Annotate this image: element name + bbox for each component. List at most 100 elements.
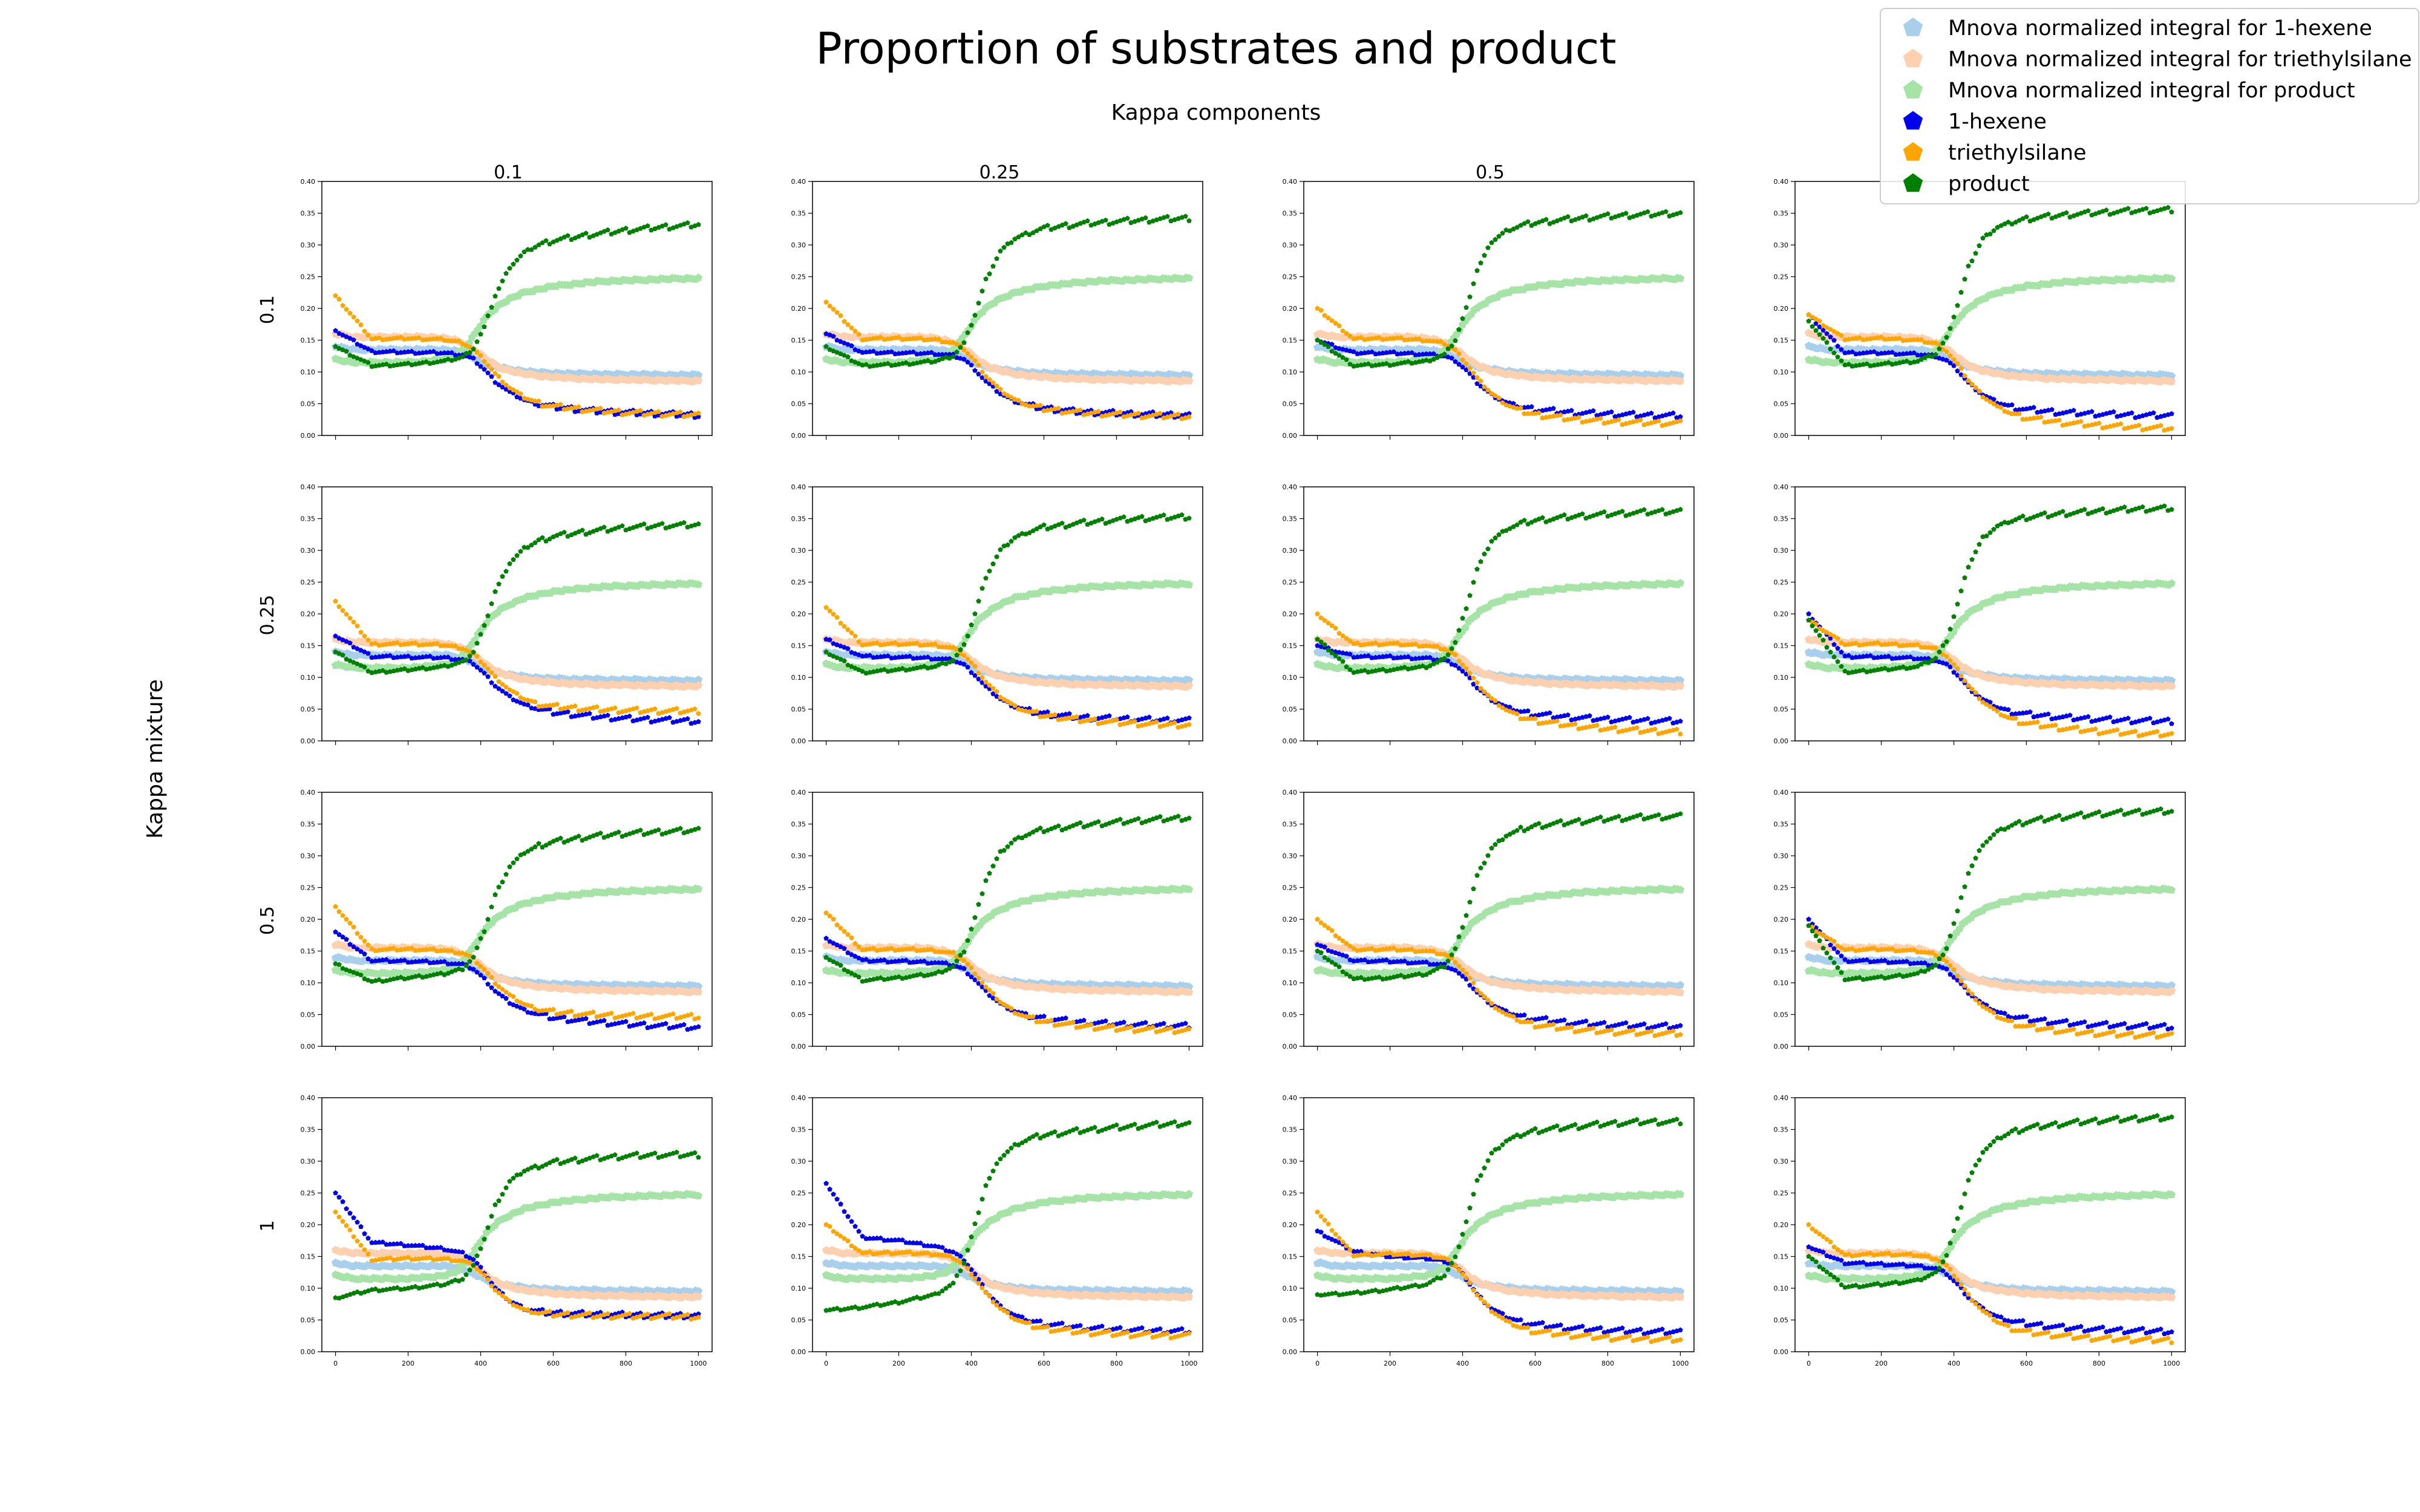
data-point	[529, 247, 534, 252]
data-point	[391, 348, 396, 353]
data-point	[369, 348, 374, 353]
y-tick-label: 0.00	[791, 737, 806, 745]
data-point	[445, 350, 451, 355]
data-point	[420, 350, 425, 355]
data-point	[496, 373, 502, 379]
data-point	[431, 348, 436, 354]
y-tick-label: 0.25	[1774, 273, 1789, 281]
y-tick-label: 0.10	[791, 368, 806, 376]
data-point	[663, 222, 669, 227]
data-point	[409, 336, 414, 341]
y-tick-label: 0.25	[791, 579, 806, 587]
y-tick-label: 0.20	[1283, 610, 1298, 618]
y-tick-label: 0.35	[791, 210, 806, 218]
y-tick-label: 0.35	[791, 515, 806, 523]
y-tick-label: 0.35	[1283, 210, 1298, 218]
data-point	[442, 350, 447, 356]
data-point	[355, 318, 360, 324]
data-point	[496, 285, 502, 291]
data-point	[565, 233, 571, 238]
data-point	[427, 349, 433, 354]
data-point	[522, 396, 527, 401]
y-tick-label: 0.15	[1283, 642, 1298, 650]
y-tick-label: 0.05	[1283, 400, 1298, 408]
data-point	[503, 270, 509, 276]
data-point	[482, 359, 487, 364]
y-tick-label: 0.15	[301, 642, 316, 650]
column-label-3: 0.5	[1476, 162, 1505, 183]
data-point	[616, 407, 621, 412]
data-point	[405, 349, 411, 354]
y-tick-label: 0.30	[301, 547, 316, 555]
figure-title: Proportion of substrates and product	[816, 23, 1616, 74]
data-point	[380, 349, 385, 354]
y-tick-label: 0.25	[1283, 579, 1298, 587]
y-tick-label: 0.20	[301, 610, 316, 618]
column-axis-label: Kappa components	[1111, 100, 1321, 125]
data-point	[623, 226, 629, 231]
data-point	[507, 266, 512, 271]
data-point	[453, 338, 458, 344]
data-point	[547, 403, 552, 408]
subplot-r1-c1: 0.000.050.100.150.200.250.300.350.40	[301, 178, 713, 440]
y-tick-label: 0.30	[1774, 241, 1789, 249]
subplot-r2-c3: 0.000.050.100.150.200.250.300.350.40	[1283, 483, 1695, 745]
data-point	[474, 339, 480, 344]
data-point	[438, 335, 443, 341]
subplot-r1-c2: 0.000.050.100.150.200.250.300.350.40	[791, 178, 1203, 440]
mnova-point	[694, 376, 703, 385]
data-point	[449, 338, 454, 344]
data-point	[685, 220, 690, 226]
data-point	[398, 334, 404, 340]
data-point	[376, 350, 382, 355]
y-tick-label: 0.35	[301, 515, 316, 523]
data-point	[609, 231, 614, 236]
data-point	[576, 233, 581, 239]
data-point	[500, 278, 505, 284]
y-tick-label: 0.05	[301, 400, 316, 408]
data-point	[434, 336, 440, 341]
data-point	[525, 247, 531, 252]
data-point	[561, 234, 567, 240]
data-point	[398, 350, 404, 355]
series-product	[333, 220, 701, 369]
data-point	[522, 249, 527, 255]
data-point	[416, 350, 422, 356]
data-point	[590, 233, 596, 238]
y-tick-label: 0.00	[301, 432, 316, 440]
data-point	[358, 322, 364, 327]
y-tick-label: 0.10	[301, 368, 316, 376]
data-point	[485, 362, 491, 368]
y-tick-label: 0.25	[301, 579, 316, 587]
data-point	[598, 230, 603, 235]
data-point	[518, 391, 523, 396]
data-point	[424, 350, 429, 355]
data-point	[496, 382, 502, 387]
data-point	[333, 293, 338, 298]
y-tick-label: 0.15	[791, 337, 806, 345]
y-tick-label: 0.40	[1283, 483, 1298, 491]
data-point	[460, 354, 465, 359]
y-tick-label: 0.30	[1283, 241, 1298, 249]
data-point	[511, 261, 516, 267]
data-point	[492, 370, 498, 376]
data-point	[333, 328, 338, 333]
data-point	[365, 332, 371, 337]
y-tick-label: 0.25	[791, 273, 806, 281]
data-point	[543, 238, 549, 243]
data-point	[453, 352, 458, 357]
y-tick-label: 0.00	[1283, 737, 1298, 745]
data-point	[402, 349, 407, 354]
data-point	[365, 360, 371, 365]
data-point	[442, 337, 447, 343]
data-point	[547, 241, 552, 247]
data-point	[612, 230, 618, 235]
data-point	[336, 296, 342, 302]
data-point	[456, 338, 462, 344]
data-point	[489, 374, 494, 379]
y-tick-label: 0.30	[791, 547, 806, 555]
y-tick-label: 0.40	[301, 178, 316, 186]
data-point	[351, 337, 356, 342]
data-point	[616, 228, 621, 233]
y-tick-label: 0.20	[791, 610, 806, 618]
